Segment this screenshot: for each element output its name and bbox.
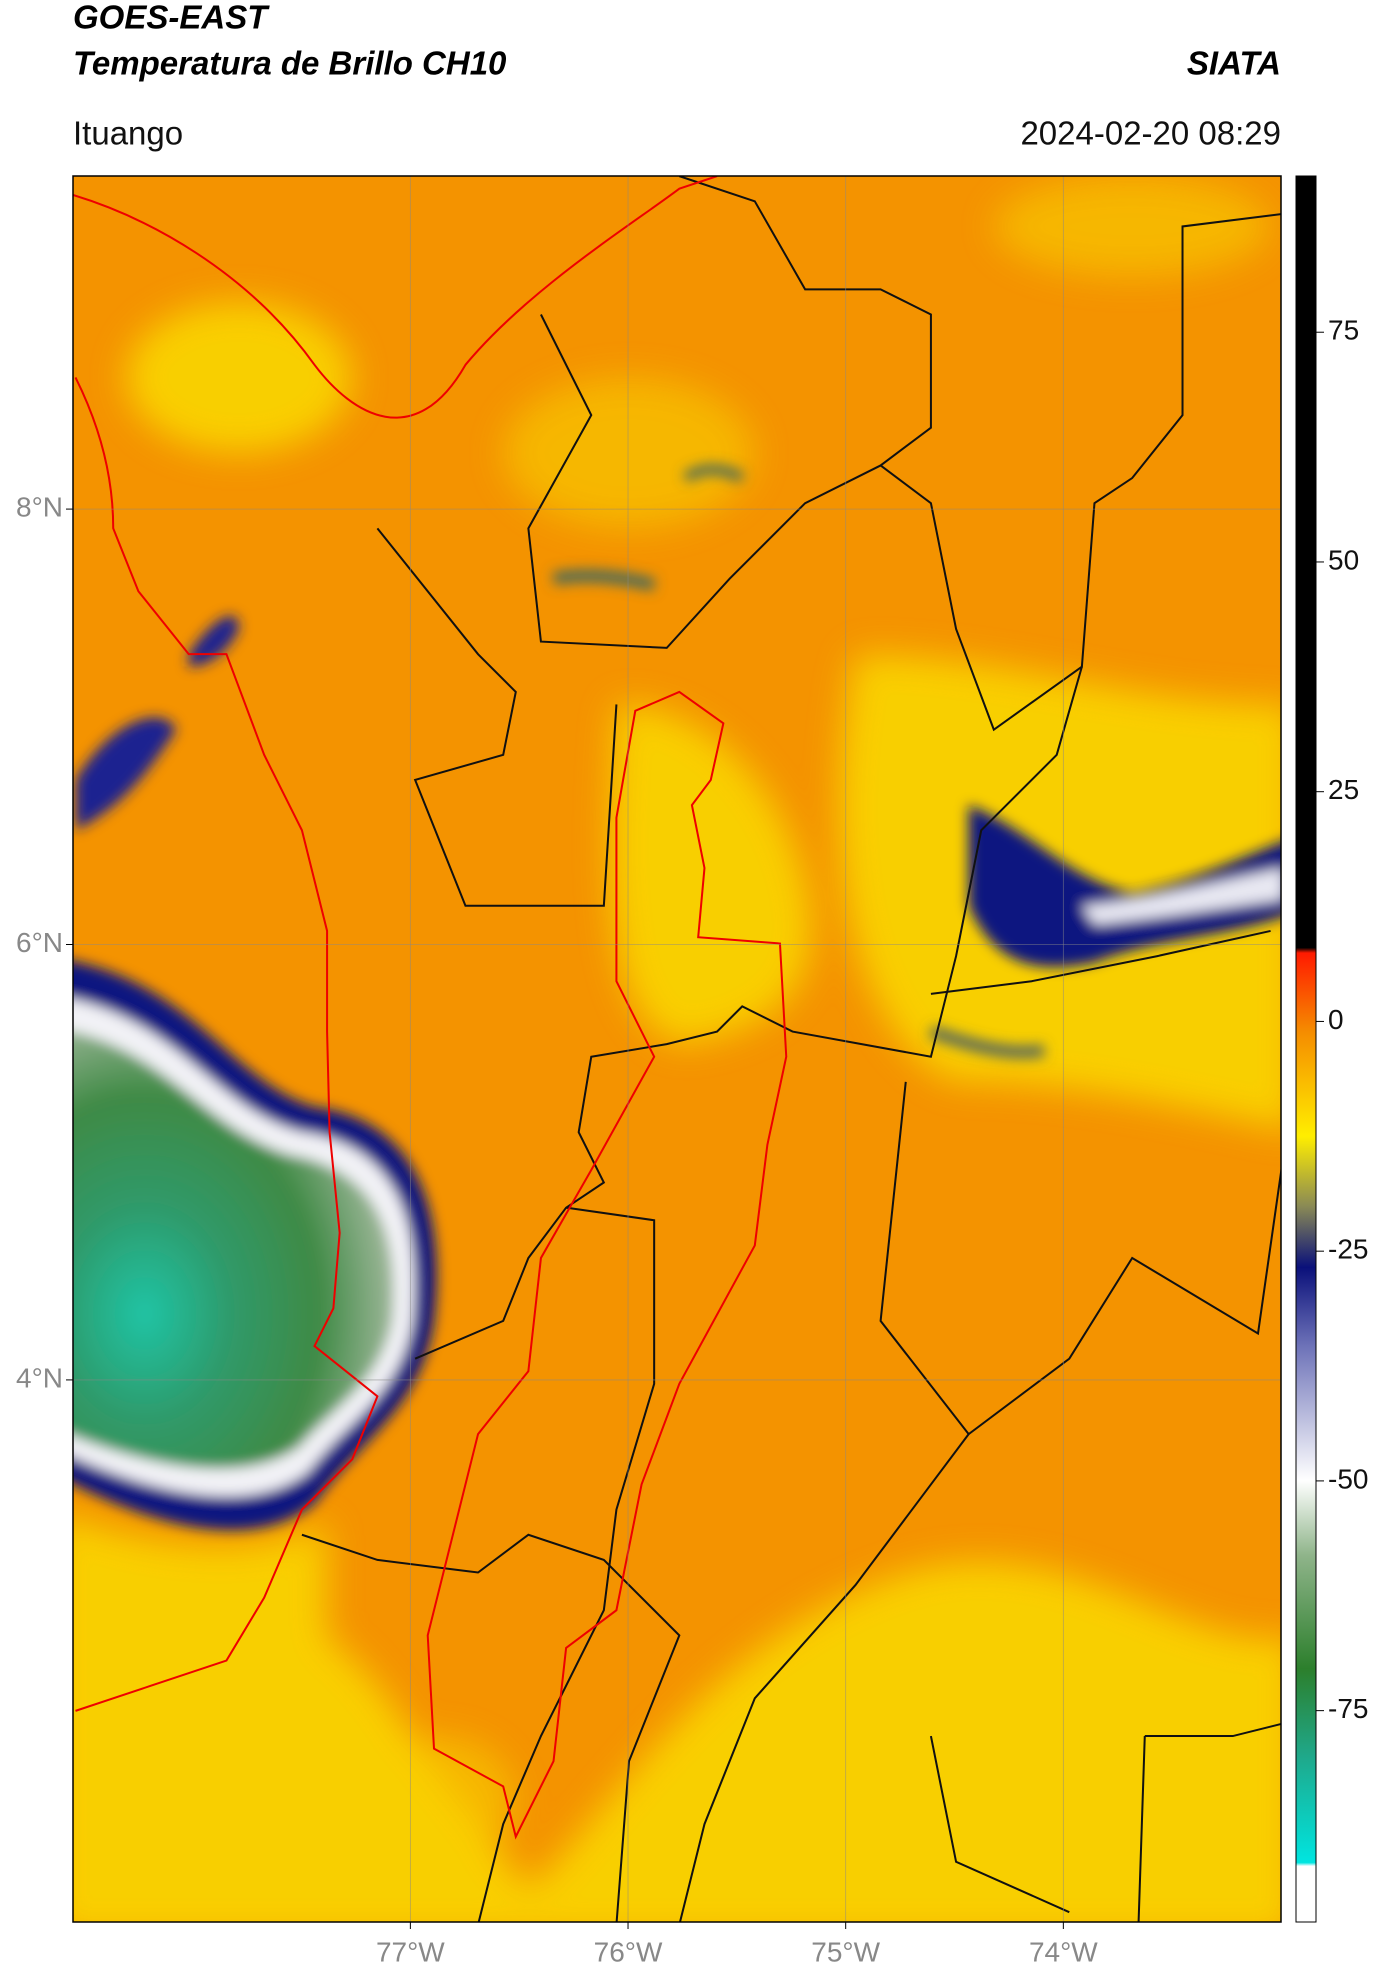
x-tick-label: 76°W (594, 1936, 663, 1967)
map-image (73, 176, 1281, 1922)
colorbar-tick-label: -25 (1328, 1234, 1368, 1265)
subtitle: Temperatura de Brillo CH10 (73, 45, 507, 82)
y-tick-label: 8°N (16, 491, 63, 522)
colorbar (1295, 175, 1317, 1923)
colorbar-tick-label: 0 (1328, 1004, 1344, 1035)
location: Ituango (73, 115, 183, 152)
grid (73, 176, 1281, 1922)
timestamp: 2024-02-20 08:29 (1020, 115, 1281, 152)
x-tick-label: 77°W (376, 1936, 445, 1967)
map-frame (72, 175, 1282, 1923)
colorbar-tick-label: -75 (1328, 1693, 1368, 1724)
x-tick-label: 74°W (1029, 1936, 1098, 1967)
brand: SIATA (1187, 45, 1281, 82)
y-tick-label: 6°N (16, 927, 63, 958)
colorbar-tick-label: 75 (1328, 315, 1359, 346)
title: GOES-EAST (73, 0, 270, 36)
x-tick-label: 75°W (811, 1936, 880, 1967)
colorbar-tick-label: 50 (1328, 544, 1359, 575)
y-tick-label: 4°N (16, 1362, 63, 1393)
colorbar-tick-label: 25 (1328, 774, 1359, 805)
colorbar-tick-label: -50 (1328, 1463, 1368, 1494)
